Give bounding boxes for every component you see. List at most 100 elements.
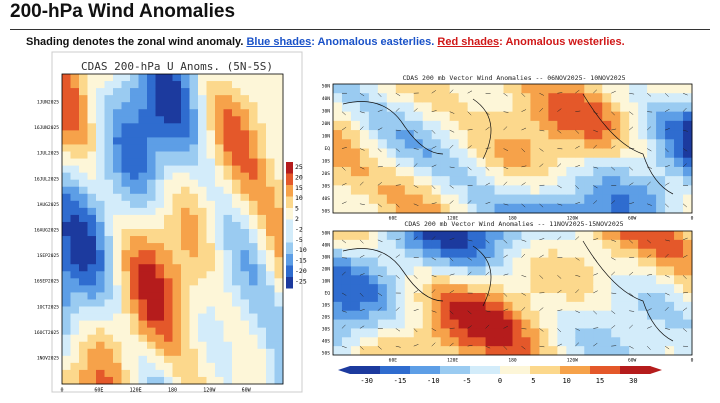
anomaly-cell (240, 193, 250, 202)
map-cell (575, 275, 585, 285)
map-cell (647, 166, 657, 177)
anomaly-cell (147, 214, 156, 223)
map-cell (458, 248, 469, 259)
map-cell (593, 346, 603, 356)
map-cell (485, 130, 496, 140)
anomaly-cell (147, 158, 156, 167)
anomaly-cell (130, 88, 139, 96)
anomaly-cell (138, 186, 148, 195)
map-cell (368, 84, 379, 94)
anomaly-cell (257, 207, 267, 216)
anomaly-cell (104, 158, 114, 167)
anomaly-cell (147, 207, 156, 216)
map-cell (656, 185, 666, 196)
wind-vector (377, 165, 383, 168)
anomaly-cell (104, 151, 114, 160)
anomaly-cell (62, 362, 71, 371)
anomaly-cell (215, 299, 224, 307)
anomaly-cell (206, 313, 216, 322)
anomaly-cell (172, 130, 182, 138)
anomaly-cell (138, 264, 148, 272)
map-cell (431, 139, 442, 149)
wind-vector (593, 310, 598, 315)
map-cell (611, 328, 621, 338)
map-cell (476, 139, 487, 149)
map-cell (638, 194, 648, 205)
map-cell (377, 275, 388, 285)
anomaly-cell (274, 200, 284, 209)
anomaly-cell (240, 257, 250, 265)
map-cell (656, 203, 666, 214)
map-cell (404, 248, 415, 259)
map-cell (449, 239, 460, 250)
anomaly-cell (155, 137, 165, 145)
map-cell (629, 301, 639, 312)
map-cell (683, 337, 693, 347)
anomaly-cell (181, 123, 190, 131)
anomaly-cell (172, 193, 182, 202)
anomaly-cell (223, 130, 233, 138)
wind-vector (449, 342, 454, 347)
map-cell (440, 310, 451, 321)
anomaly-cell (172, 137, 182, 145)
wind-vector (521, 275, 527, 278)
map-cell (395, 319, 406, 329)
lat-label: EQ (324, 291, 330, 297)
map-cell (674, 319, 684, 329)
anomaly-cell (96, 362, 105, 371)
wind-vector (503, 254, 508, 258)
map-cell (575, 284, 585, 294)
map-cell (512, 257, 522, 267)
map-cell (368, 166, 379, 177)
map-cell (530, 310, 540, 321)
map-cell (485, 185, 496, 196)
map-cell (467, 102, 478, 113)
map-cell (467, 328, 478, 338)
map-cell (431, 176, 442, 186)
wind-vector (629, 111, 634, 115)
map-cell (395, 148, 406, 159)
anomaly-cell (266, 236, 275, 244)
map-cell (440, 120, 451, 131)
anomaly-cell (198, 137, 207, 145)
anomaly-cell (113, 151, 122, 160)
map-cell (620, 194, 630, 205)
map-cell (386, 157, 397, 168)
map-cell (575, 139, 585, 149)
map-cell (521, 130, 531, 140)
map-cell (512, 120, 522, 131)
map-cell (341, 284, 352, 294)
colorbar-swatch (560, 366, 591, 374)
anomaly-cell (215, 271, 224, 279)
map-cell (368, 130, 379, 140)
anomaly-cell (79, 369, 88, 378)
anomaly-cell (147, 320, 156, 329)
anomaly-cell (206, 334, 216, 343)
anomaly-cell (274, 334, 284, 343)
wind-vector (503, 203, 509, 206)
anomaly-cell (121, 116, 131, 124)
map-cell (359, 130, 370, 140)
map-cell (485, 148, 496, 159)
map-cell (431, 319, 442, 329)
map-cell (413, 266, 424, 276)
anomaly-cell (130, 313, 139, 322)
anomaly-cell (189, 207, 199, 216)
colorbar-swatch (286, 208, 293, 220)
map-cell (386, 293, 397, 303)
map-cell (333, 176, 343, 186)
map-cell (431, 346, 442, 356)
anomaly-cell (223, 221, 233, 230)
map-cell (333, 139, 343, 149)
map-cell (395, 139, 406, 149)
map-cell (440, 102, 451, 113)
map-cell (368, 337, 379, 347)
map-cell (386, 328, 397, 338)
anomaly-cell (266, 158, 275, 167)
map-cell (593, 328, 603, 338)
anomaly-cell (232, 130, 241, 138)
anomaly-cell (164, 151, 173, 160)
map-cell (341, 185, 352, 196)
anomaly-cell (206, 81, 216, 89)
anomaly-cell (266, 250, 275, 258)
